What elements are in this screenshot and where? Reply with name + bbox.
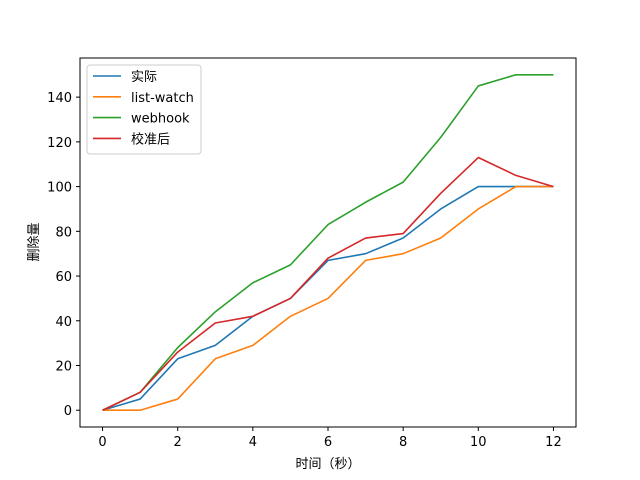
y-tick-label: 0	[64, 404, 72, 419]
series-line-1	[102, 185, 554, 412]
legend-label: 实际	[131, 70, 157, 85]
y-axis: 0 20 40 60 80 100 120 140	[47, 91, 80, 419]
legend: 实际 list-watch webhook 校准后	[86, 64, 202, 155]
series-line-3	[102, 156, 554, 411]
x-tick-label: 0	[98, 435, 106, 450]
y-tick-label: 140	[47, 91, 72, 106]
legend-label: list-watch	[131, 91, 194, 106]
legend-box	[86, 64, 202, 155]
series-line-0	[102, 185, 554, 411]
x-tick-label: 4	[249, 435, 257, 450]
legend-label: 校准后	[131, 131, 170, 147]
y-tick-label: 80	[55, 225, 72, 240]
y-tick-label: 120	[47, 136, 72, 151]
x-axis-label: 时间（秒）	[295, 457, 360, 472]
x-tick-label: 12	[545, 435, 562, 450]
y-tick-label: 20	[55, 360, 72, 375]
legend-label: webhook	[131, 112, 190, 127]
x-tick-label: 10	[470, 435, 487, 450]
x-tick-label: 8	[399, 435, 407, 450]
y-tick-label: 60	[55, 270, 72, 285]
series-line-2	[102, 73, 554, 411]
x-tick-label: 2	[174, 435, 182, 450]
y-axis-label: 删除量	[27, 222, 42, 261]
x-axis: 0 2 4 6 8 10 12	[98, 427, 562, 450]
series-lines	[102, 73, 554, 412]
y-tick-label: 40	[55, 315, 72, 330]
y-tick-label: 100	[47, 181, 72, 196]
x-tick-label: 6	[324, 435, 332, 450]
